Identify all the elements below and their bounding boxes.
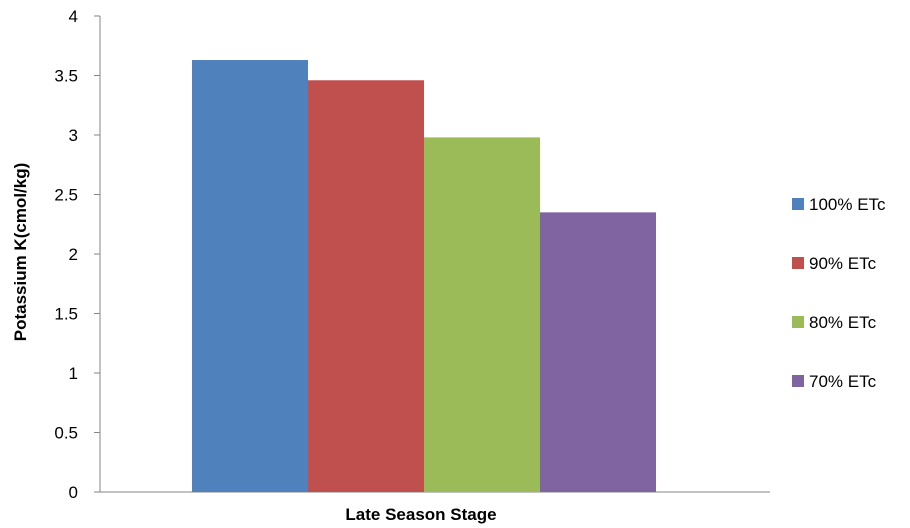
- y-axis-title: Potassium K(cmol/kg): [11, 163, 30, 342]
- legend: 100% ETc 90% ETc 80% ETc 70% ETc: [792, 195, 886, 391]
- x-axis-title: Late Season Stage: [345, 505, 496, 524]
- bar-70-etc: [540, 212, 656, 492]
- bar-100-etc: [192, 60, 308, 492]
- y-tick-label: 2: [69, 245, 78, 264]
- y-tick-label: 3.5: [54, 67, 78, 86]
- y-tick-label: 1: [69, 364, 78, 383]
- legend-label: 90% ETc: [809, 254, 877, 273]
- legend-swatch: [792, 375, 804, 387]
- legend-label: 70% ETc: [809, 372, 877, 391]
- y-tick-label: 1.5: [54, 305, 78, 324]
- y-tick-label: 0: [69, 483, 78, 502]
- legend-swatch: [792, 316, 804, 328]
- bar-90-etc: [308, 80, 424, 492]
- bar-80-etc: [424, 137, 540, 492]
- legend-swatch: [792, 198, 804, 210]
- legend-label: 100% ETc: [809, 195, 886, 214]
- legend-swatch: [792, 257, 804, 269]
- legend-label: 80% ETc: [809, 313, 877, 332]
- y-tick-label: 3: [69, 126, 78, 145]
- y-tick-label: 0.5: [54, 424, 78, 443]
- bars: [192, 60, 656, 492]
- y-tick-label: 2.5: [54, 186, 78, 205]
- y-tick-label: 4: [69, 7, 78, 26]
- y-axis: 0 0.5 1 1.5 2 2.5 3 3.5 4: [54, 7, 100, 502]
